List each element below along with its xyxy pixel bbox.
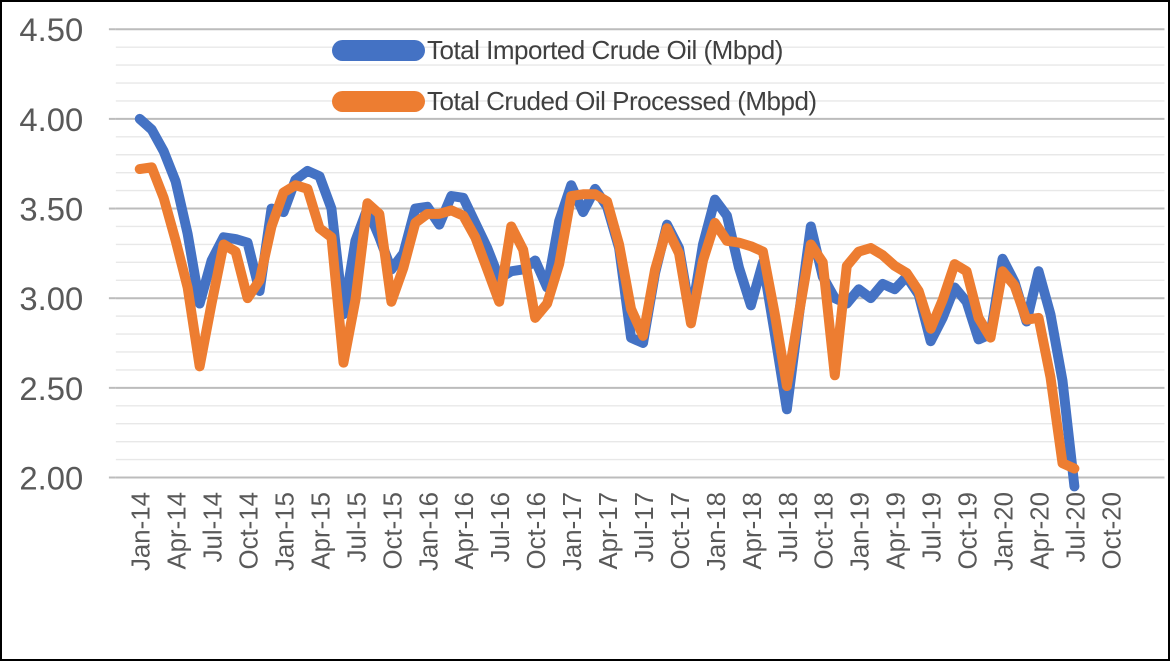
x-axis-tick-label: Jan-20 bbox=[991, 492, 1019, 571]
x-axis-tick-label: Jul-19 bbox=[919, 492, 947, 562]
y-axis-tick-label: 3.50 bbox=[19, 190, 83, 227]
x-axis-tick-label: Jan-19 bbox=[847, 492, 875, 571]
x-axis-tick-label: Jan-14 bbox=[128, 492, 156, 571]
x-axis-tick-label: Apr-20 bbox=[1026, 492, 1054, 570]
x-axis-tick-label: Oct-16 bbox=[523, 492, 551, 570]
x-axis-tick-label: Jan-16 bbox=[415, 492, 443, 571]
legend-item-processed[interactable]: Total Cruded Oil Processed (Mbpd) bbox=[332, 86, 817, 116]
series-line-processed bbox=[134, 162, 1080, 474]
x-axis-tick-label: Oct-18 bbox=[811, 492, 839, 570]
x-axis-tick-label: Oct-19 bbox=[955, 492, 983, 570]
x-axis-tick-label: Oct-17 bbox=[667, 492, 695, 570]
x-axis-tick-label: Apr-19 bbox=[883, 492, 911, 570]
legend-label-processed: Total Cruded Oil Processed (Mbpd) bbox=[427, 85, 817, 116]
legend-marker-imported-line bbox=[332, 39, 425, 61]
y-axis-tick-label: 4.50 bbox=[19, 11, 83, 48]
x-axis-tick-label: Jan-15 bbox=[271, 492, 299, 571]
x-axis-tick-label: Oct-15 bbox=[379, 492, 407, 570]
x-axis-tick-label: Jul-18 bbox=[775, 492, 803, 562]
x-axis-tick-label: Apr-16 bbox=[451, 492, 479, 570]
x-axis-tick-label: Jul-15 bbox=[343, 492, 371, 562]
y-axis-tick-label: 3.00 bbox=[19, 280, 83, 317]
x-axis-tick-label: Apr-15 bbox=[307, 492, 335, 570]
x-axis-tick-label: Jul-16 bbox=[487, 492, 515, 562]
x-axis-tick-label: Jul-20 bbox=[1062, 492, 1090, 562]
x-axis-tick-label: Apr-18 bbox=[739, 492, 767, 570]
x-axis-tick-label: Oct-14 bbox=[236, 492, 264, 570]
x-axis-tick-label: Jan-17 bbox=[559, 492, 587, 571]
x-axis-tick-label: Jan-18 bbox=[703, 492, 731, 571]
y-axis-tick-label: 4.00 bbox=[19, 101, 83, 138]
y-axis-tick-label: 2.00 bbox=[19, 459, 83, 496]
series-line-imported bbox=[134, 113, 1080, 492]
y-axis-tick-label: 2.50 bbox=[19, 370, 83, 407]
legend-item-imported[interactable]: Total Imported Crude Oil (Mbpd) bbox=[332, 35, 817, 65]
chart-legend: Total Imported Crude Oil (Mbpd) Total Cr… bbox=[332, 35, 817, 116]
x-axis-tick-label: Jul-14 bbox=[200, 492, 228, 562]
x-axis-tick-label: Apr-14 bbox=[164, 492, 192, 570]
x-axis-tick-label: Apr-17 bbox=[595, 492, 623, 570]
legend-label-imported: Total Imported Crude Oil (Mbpd) bbox=[427, 34, 783, 65]
x-axis-tick-label: Oct-20 bbox=[1098, 492, 1126, 570]
legend-marker-processed-line bbox=[332, 90, 425, 112]
x-axis-tick-label: Jul-17 bbox=[631, 492, 659, 562]
